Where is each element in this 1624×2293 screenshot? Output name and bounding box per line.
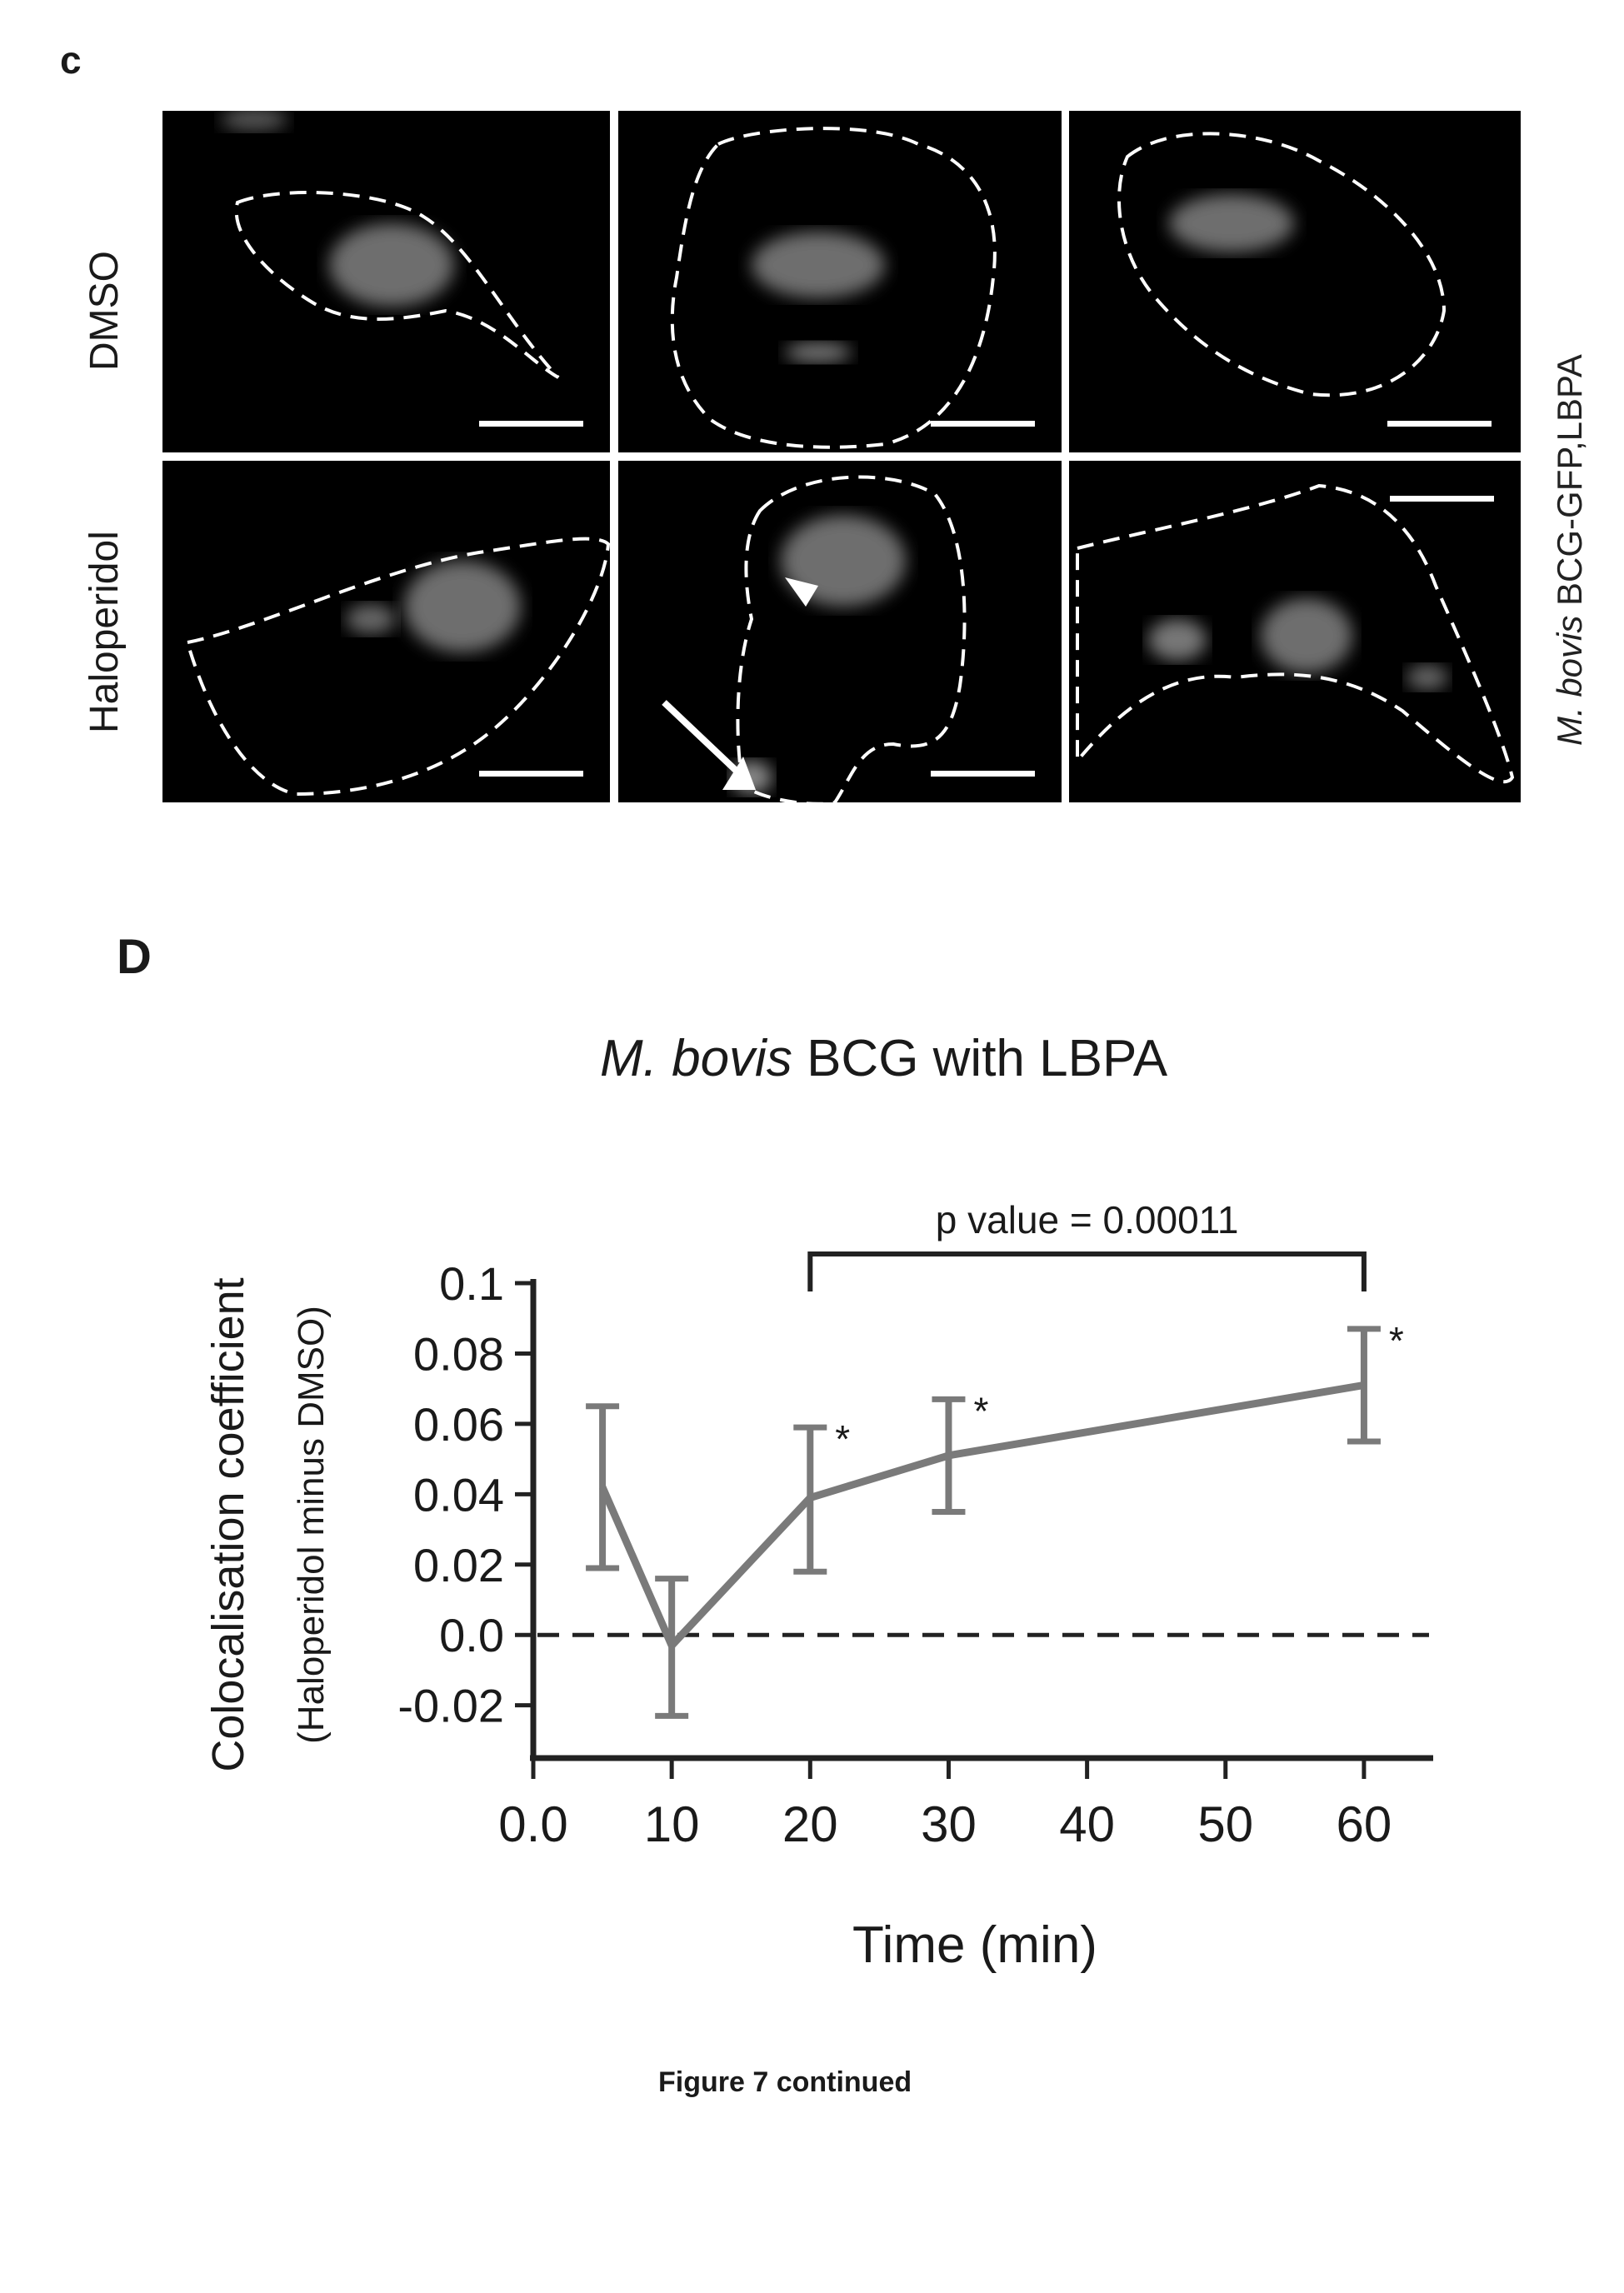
y-axis-sublabel: (Haloperidol minus DMSO) <box>291 1306 332 1744</box>
y-tick-label: 0.02 <box>413 1539 504 1591</box>
micrograph-haloperidol-3 <box>1069 461 1521 802</box>
x-tick-label: 40 <box>1059 1796 1115 1852</box>
y-tick-label: -0.02 <box>397 1680 504 1732</box>
x-tick-label: 20 <box>782 1796 838 1852</box>
y-axis-label: Colocalisation coefficient <box>203 1277 253 1771</box>
p-value-label: p value = 0.00011 <box>936 1198 1239 1241</box>
x-tick-label: 10 <box>644 1796 700 1852</box>
panel-d-label: D <box>117 929 152 985</box>
x-tick-label: 0.0 <box>498 1796 567 1852</box>
chart-title: M. bovis BCG with LBPA <box>600 1029 1167 1088</box>
significance-asterisk: * <box>1389 1319 1404 1362</box>
y-tick-label: 0.04 <box>413 1468 504 1521</box>
x-tick-label: 30 <box>921 1796 977 1852</box>
panel-c-label: c <box>60 37 82 82</box>
x-tick-label: 60 <box>1337 1796 1392 1852</box>
figure-caption: Figure 7 continued <box>658 2066 912 2099</box>
significance-asterisk: * <box>835 1417 850 1461</box>
row-label-haloperidol: Haloperidol <box>82 531 127 733</box>
micrograph-dmso-3 <box>1069 111 1521 452</box>
side-stain-label: M. bovis BCG-GFP,LBPA <box>1550 354 1590 746</box>
row-label-dmso: DMSO <box>82 251 127 371</box>
y-tick-label: 0.0 <box>439 1609 504 1661</box>
y-tick-label: 0.08 <box>413 1327 504 1380</box>
micrograph-dmso-2 <box>618 111 1062 452</box>
micrograph-haloperidol-2 <box>618 461 1062 802</box>
significance-bracket <box>810 1254 1364 1291</box>
micrograph-haloperidol-1 <box>162 461 610 802</box>
significance-asterisk: * <box>973 1389 988 1432</box>
y-tick-label: 0.1 <box>439 1257 504 1310</box>
x-tick-label: 50 <box>1197 1796 1253 1852</box>
y-tick-label: 0.06 <box>413 1398 504 1451</box>
micrograph-dmso-1 <box>162 111 610 452</box>
colocalisation-line-chart: 0.1 0.08 0.06 0.04 0.02 0.0 -0.02 0.0 10 20 30 40 50… <box>0 1166 1624 2041</box>
x-axis-label: Time (min) <box>852 1916 1097 1974</box>
